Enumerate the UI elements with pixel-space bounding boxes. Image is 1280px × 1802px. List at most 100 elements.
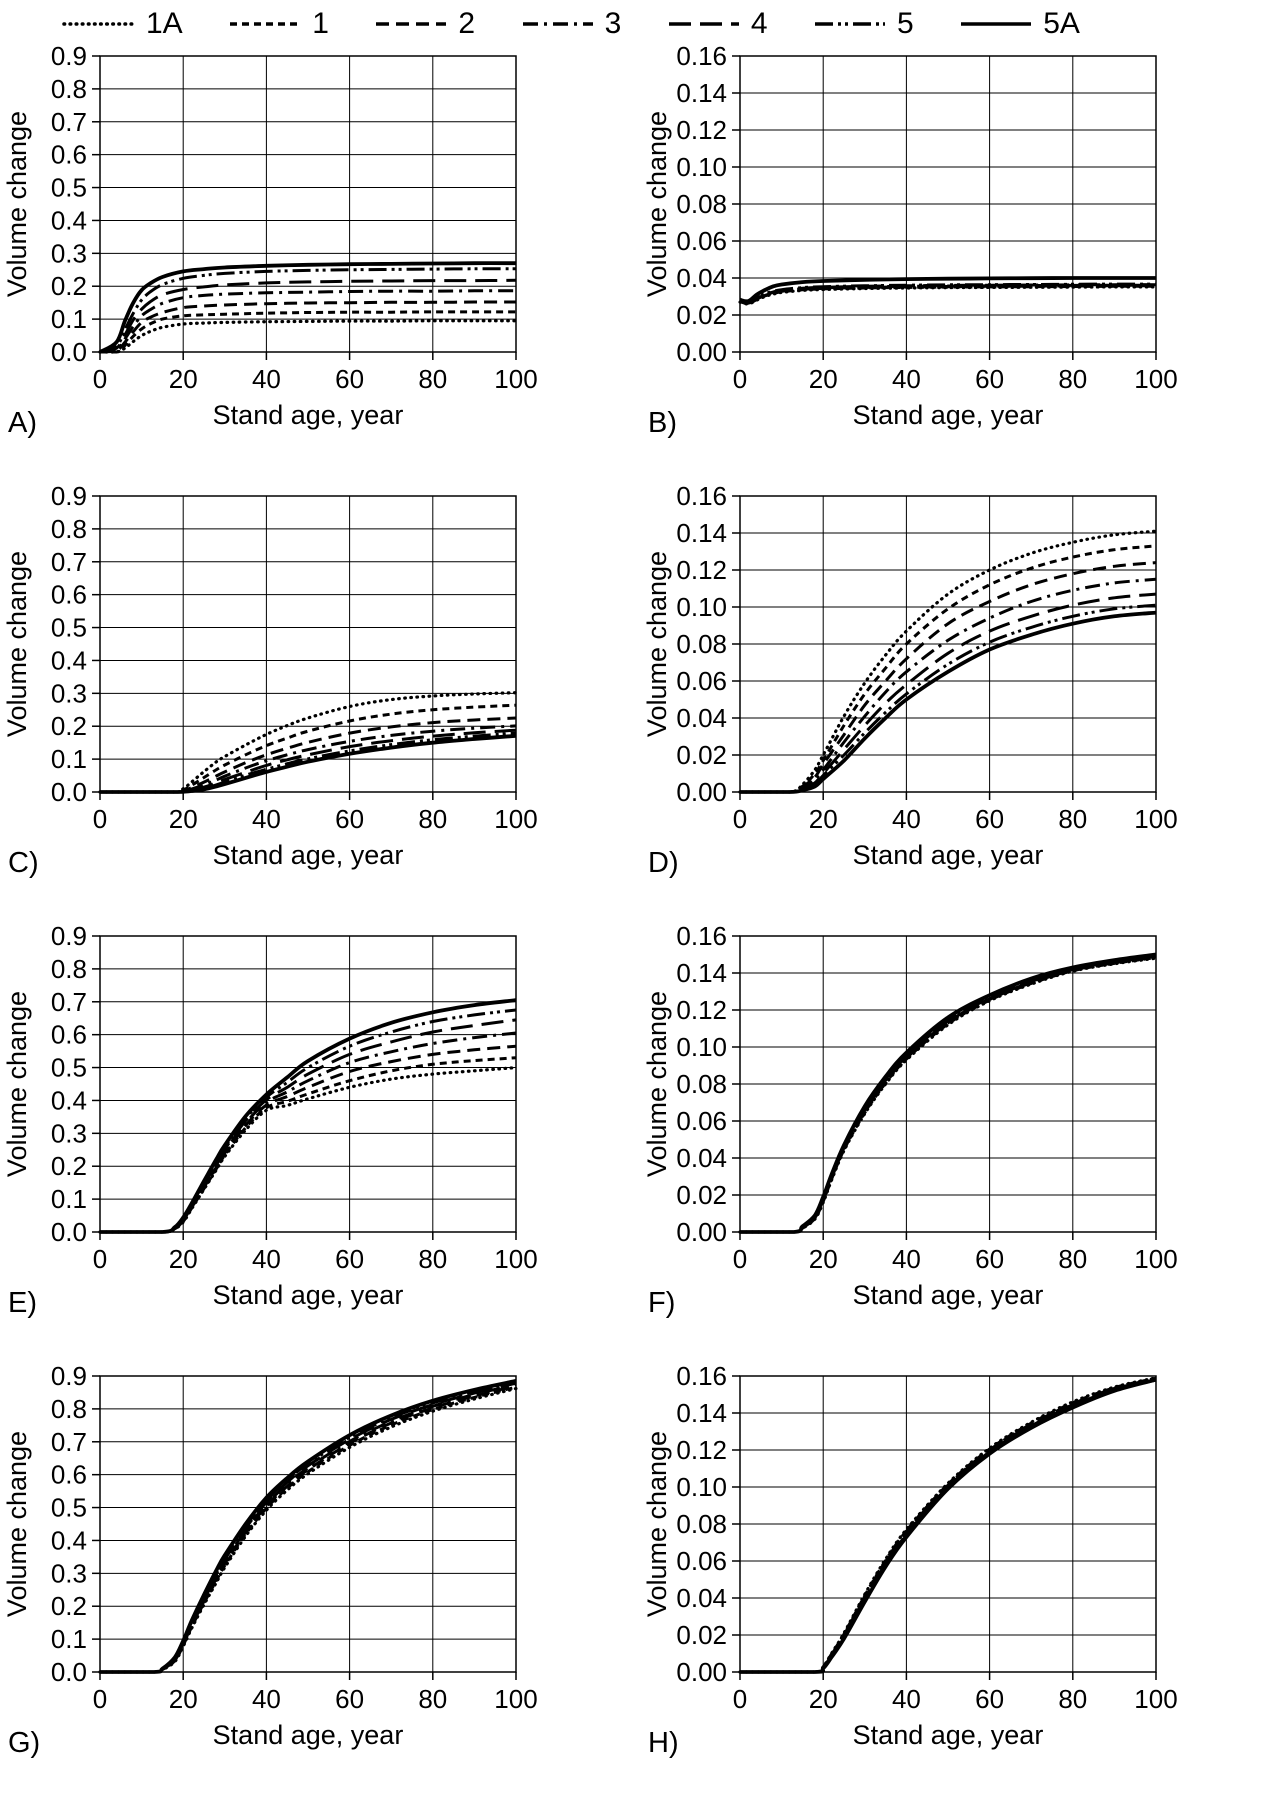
y-tick-label: 0.00 xyxy=(676,337,727,367)
series-4-line xyxy=(100,1381,517,1674)
y-tick-label: 0.02 xyxy=(676,740,727,770)
y-tick-label: 0.6 xyxy=(51,1460,87,1490)
chart-E-canvas: 0 20 40 60 80 100 0.00.10.20.30.40.50.60.70.8 0… xyxy=(2,922,538,1319)
y-tick-label: 0.5 xyxy=(51,1493,87,1523)
series-3-line xyxy=(100,724,517,794)
chart-panel-E: 0 20 40 60 80 100 0.0 0.1 0.2 0.3 0.4 0.5 0.6 0.7 0.8 0… xyxy=(0,922,640,1362)
legend-label: 3 xyxy=(604,7,622,40)
legend-label: 2 xyxy=(458,7,476,40)
legend-item-5: 5 xyxy=(813,9,914,39)
chart-panel-A: 0 20 40 60 80 100 0.0 0.1 0.2 0.3 0.4 0.5 0.6 0.7 0.8 0… xyxy=(0,42,640,482)
y-tick-label: 0.4 xyxy=(51,1525,87,1555)
x-tick-label: 80 xyxy=(1058,1684,1087,1714)
series-5A-line xyxy=(100,733,517,794)
chart-G-canvas: 0 20 40 60 80 100 0.00.10.20.30.40.50.60.70.8 0… xyxy=(2,1362,538,1759)
series-5A-line xyxy=(100,1379,517,1674)
y-tick-label: 0.1 xyxy=(51,744,87,774)
x-axis-title: Stand age, year xyxy=(853,400,1044,430)
y-tick-label: 0.12 xyxy=(676,995,727,1025)
x-tick-label: 0 xyxy=(733,804,747,834)
x-tick-label: 20 xyxy=(169,1244,198,1274)
y-tick-label: 0.3 xyxy=(51,678,87,708)
plot-frame xyxy=(739,935,1157,1233)
series-5-line xyxy=(99,267,517,354)
series-5A-line xyxy=(739,276,1156,304)
x-tick-label: 100 xyxy=(1134,1244,1177,1274)
y-tick-label: 0.9 xyxy=(51,482,87,511)
x-tick-label: 0 xyxy=(93,1244,107,1274)
series-5-line xyxy=(740,954,1157,1234)
series-1A-line xyxy=(98,1066,518,1234)
legend-label: 5A xyxy=(1043,7,1080,40)
y-tick-label: 0.0 xyxy=(51,777,87,807)
line-style-swatch-solid xyxy=(961,22,1032,26)
y-tick-label: 0.1 xyxy=(51,1624,87,1654)
plot-frame xyxy=(99,55,517,353)
y-tick-label: 0.2 xyxy=(51,1591,87,1621)
series-4-line xyxy=(740,1378,1157,1674)
y-tick-label: 0.16 xyxy=(676,42,727,71)
x-tick-label: 100 xyxy=(494,364,537,394)
panel-letter: G) xyxy=(8,1727,40,1759)
series-5A-line xyxy=(100,998,517,1234)
y-axis-title: Volume change xyxy=(642,1431,672,1617)
x-tick-label: 20 xyxy=(809,364,838,394)
y-tick-label: 0.1 xyxy=(51,304,87,334)
y-tick-label: 0.12 xyxy=(676,115,727,145)
chart-A-canvas: 0 20 40 60 80 100 0.00.10.20.30.40.50.60.70.8 0… xyxy=(2,42,538,439)
y-tick-label: 0.7 xyxy=(51,987,87,1017)
y-tick-label: 0.6 xyxy=(51,140,87,170)
y-tick-label: 0.7 xyxy=(51,1427,87,1457)
series-1-line xyxy=(740,956,1157,1234)
x-tick-label: 40 xyxy=(892,364,921,394)
y-tick-label: 0.02 xyxy=(676,1620,727,1650)
x-axis-title: Stand age, year xyxy=(213,400,404,430)
x-tick-label: 100 xyxy=(494,1684,537,1714)
y-tick-label: 0.10 xyxy=(676,592,727,622)
legend-item-2: 2 xyxy=(374,9,475,39)
y-tick-label: 0.0 xyxy=(51,337,87,367)
x-tick-label: 60 xyxy=(975,1684,1004,1714)
y-tick-label: 0.16 xyxy=(676,482,727,511)
chart-panel-B: 0 20 40 60 80 100 0.00 0.02 0.04 0.06 0.08 0.10 0.12… xyxy=(640,42,1280,482)
x-tick-label: 20 xyxy=(809,804,838,834)
y-tick-label: 0.14 xyxy=(676,958,727,988)
y-tick-label: 0.12 xyxy=(676,555,727,585)
x-tick-label: 60 xyxy=(975,804,1004,834)
plot-frame xyxy=(99,935,517,1233)
x-tick-label: 100 xyxy=(1134,804,1177,834)
chart-panel-D: 0 20 40 60 80 100 0.00 0.02 0.04 0.06 0.08 0.10 0.12… xyxy=(640,482,1280,922)
series-5-line xyxy=(739,282,1156,304)
x-tick-label: 0 xyxy=(93,804,107,834)
chart-panel-F: 0 20 40 60 80 100 0.00 0.02 0.04 0.06 0.08 0.10 0.12… xyxy=(640,922,1280,1362)
legend-label: 1A xyxy=(146,7,183,40)
series-1-line xyxy=(740,544,1157,794)
y-tick-label: 0.06 xyxy=(676,666,727,696)
chart-H-canvas: 0 20 40 60 80 100 0.00 0.02 0.04 0.06 0.08 0.10 0.12… xyxy=(642,1362,1178,1759)
y-tick-label: 0.5 xyxy=(51,1053,87,1083)
x-axis-title: Stand age, year xyxy=(213,1280,404,1310)
chart-F-canvas: 0 20 40 60 80 100 0.00 0.02 0.04 0.06 0.08 0.10 0.12… xyxy=(642,922,1178,1319)
line-style-swatch-dash-dot-dot xyxy=(815,22,886,26)
x-axis-title: Stand age, year xyxy=(213,840,404,870)
y-tick-label: 0.6 xyxy=(51,580,87,610)
plot-frame xyxy=(739,1375,1157,1673)
x-tick-label: 0 xyxy=(733,364,747,394)
series-4-line xyxy=(740,592,1157,794)
y-tick-label: 0.12 xyxy=(676,1435,727,1465)
plot-frame xyxy=(739,55,1157,353)
series-4-line xyxy=(740,954,1157,1234)
x-tick-label: 80 xyxy=(1058,1244,1087,1274)
x-tick-label: 20 xyxy=(169,1684,198,1714)
y-tick-label: 0.7 xyxy=(51,107,87,137)
x-tick-label: 100 xyxy=(1134,364,1177,394)
y-axis-title: Volume change xyxy=(2,1431,32,1617)
y-tick-label: 0.08 xyxy=(676,189,727,219)
series-3-line xyxy=(99,289,516,354)
y-tick-label: 0.8 xyxy=(51,954,87,984)
legend-item-1A: 1A xyxy=(62,9,183,39)
y-tick-label: 0.10 xyxy=(676,1472,727,1502)
legend-label: 4 xyxy=(750,7,768,40)
x-tick-label: 80 xyxy=(1058,364,1087,394)
series-2-line xyxy=(740,561,1157,794)
